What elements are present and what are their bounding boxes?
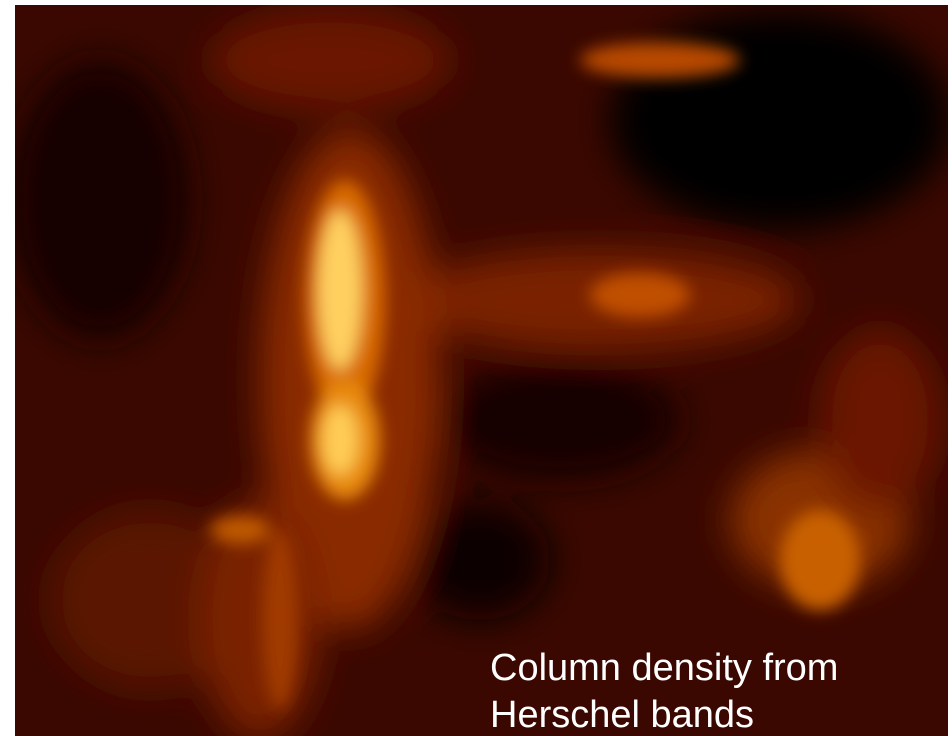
caption-line: Herschel bands [490,694,754,736]
caption-line: Column density from [490,647,838,689]
density-map [10,5,950,736]
page: Column density from Herschel bands (() =… [0,0,952,736]
image-panel: Column density from Herschel bands [0,0,952,736]
